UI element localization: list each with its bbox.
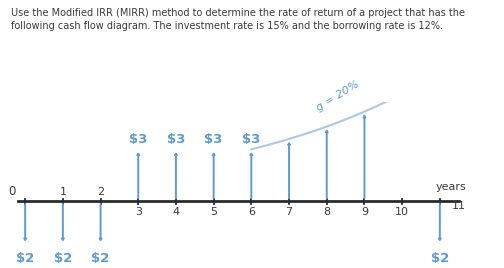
Text: $2: $2	[91, 252, 110, 265]
Text: 4: 4	[172, 207, 179, 217]
Text: g = 20%: g = 20%	[315, 79, 361, 113]
Text: $2: $2	[431, 252, 449, 265]
Text: Use the Modified IRR (MIRR) method to determine the rate of return of a project : Use the Modified IRR (MIRR) method to de…	[11, 8, 465, 31]
Text: $3: $3	[129, 133, 148, 146]
Text: 9: 9	[361, 207, 368, 217]
Text: $3: $3	[242, 133, 261, 146]
Text: $3: $3	[205, 133, 223, 146]
Text: $2: $2	[16, 252, 34, 265]
Text: 6: 6	[248, 207, 255, 217]
Text: 8: 8	[323, 207, 330, 217]
Text: 2: 2	[97, 187, 104, 197]
Text: $3: $3	[167, 133, 185, 146]
Text: 3: 3	[135, 207, 142, 217]
Text: 7: 7	[285, 207, 293, 217]
Text: 0: 0	[9, 185, 16, 198]
Text: 10: 10	[395, 207, 409, 217]
Text: 5: 5	[210, 207, 217, 217]
Text: 1: 1	[59, 187, 67, 197]
Text: years: years	[435, 182, 466, 192]
Text: $2: $2	[54, 252, 72, 265]
Text: 11: 11	[452, 201, 466, 211]
